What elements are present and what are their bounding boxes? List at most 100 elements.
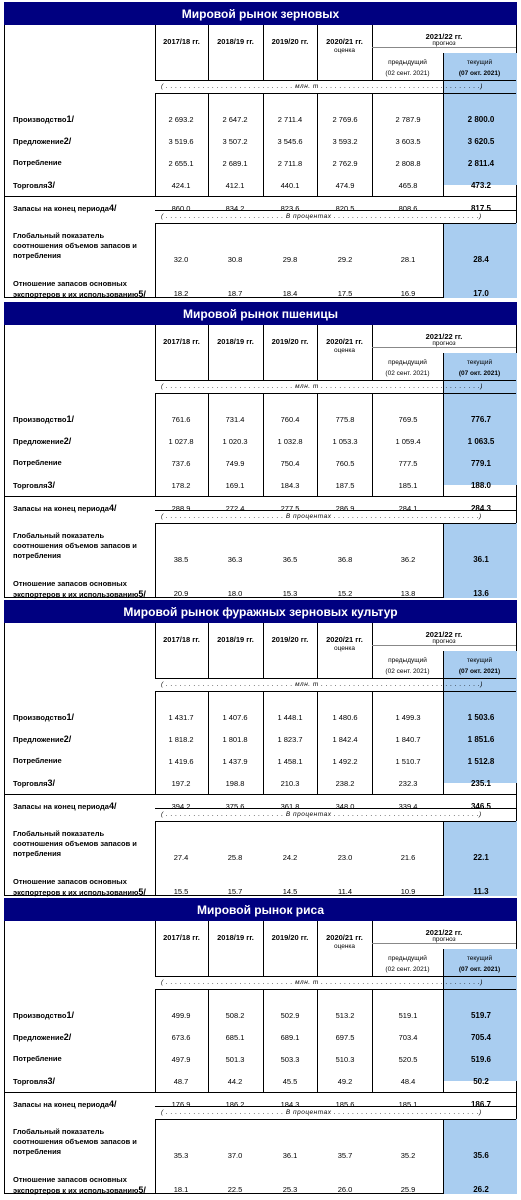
- cell-value: 15.5: [173, 887, 189, 896]
- market-table-block: Мировой рынок зерновых 2017/18 гг. 2018/19…: [4, 2, 517, 299]
- row-label-text: Предложение: [13, 137, 64, 146]
- year-header: 2019/20 гг.: [271, 635, 309, 644]
- row-label: Глобальный показатель соотношения объемо…: [13, 829, 137, 858]
- row-label-text: Потребление: [13, 458, 62, 467]
- cell-value: 188.0: [470, 481, 492, 490]
- row-divider: [155, 523, 516, 524]
- column-divider: [443, 989, 444, 1092]
- cell-value: 2 647.2: [222, 115, 248, 124]
- row-label-text: Производство: [13, 713, 67, 722]
- cell-value: 834.2: [225, 204, 245, 213]
- previous-date: (02 сент. 2021): [385, 966, 430, 973]
- cell-value: 184.3: [280, 481, 300, 490]
- cell-value: 499.9: [171, 1011, 191, 1020]
- forecast-year-header: 2021/22 гг.: [425, 630, 463, 639]
- row-label-text: Предложение: [13, 735, 64, 744]
- cell-value: 25.9: [400, 1185, 416, 1194]
- cell-value: 15.2: [337, 589, 353, 598]
- row-label: Производство1/: [13, 414, 163, 425]
- cell-value: 860.0: [171, 204, 191, 213]
- cell-value: 49.2: [337, 1077, 353, 1086]
- market-table-block: Мировой рынок пшеницы 2017/18 гг. 2018/19 …: [4, 302, 517, 599]
- footnote-ref: 2/: [63, 136, 72, 146]
- previous-label: предыдущий: [388, 359, 427, 366]
- cell-value: 32.0: [173, 255, 189, 264]
- row-label: Предложение2/: [13, 734, 163, 745]
- cell-value: 210.3: [280, 779, 300, 788]
- row-label-text: Потребление: [13, 756, 62, 765]
- row-label: Отношение запасов основных экспортеров к…: [13, 877, 163, 898]
- column-divider: [443, 93, 444, 196]
- row-divider: [155, 93, 516, 94]
- cell-value: 3 507.2: [222, 137, 248, 146]
- footnote-ref: 4/: [108, 801, 117, 811]
- current-label: текущий: [466, 59, 493, 66]
- cell-value: 2 811.4: [467, 159, 495, 168]
- cell-value: 519.7: [470, 1011, 492, 1020]
- row-label: Торговля3/: [13, 778, 163, 789]
- cell-value: 2 689.1: [222, 159, 248, 168]
- unit-percent: ( . . . . . . . . . . . . . . . . . . . …: [161, 213, 482, 220]
- forecast-year-header: 2021/22 гг.: [425, 928, 463, 937]
- current-forecast-highlight: [443, 949, 517, 1081]
- cell-value: 13.6: [473, 589, 489, 598]
- column-divider: [372, 921, 373, 976]
- year-header: 2020/21 гг.: [326, 635, 363, 644]
- column-divider: [208, 325, 209, 380]
- cell-value: 185.1: [398, 481, 418, 490]
- column-divider: [155, 223, 156, 298]
- cell-value: 760.4: [280, 415, 300, 424]
- column-divider: [208, 989, 209, 1092]
- column-divider: [263, 989, 264, 1092]
- footnote-ref: 2/: [63, 436, 72, 446]
- cell-value: 185.1: [398, 1100, 418, 1109]
- cell-value: 1 431.7: [168, 713, 194, 722]
- footnote-ref: 4/: [108, 503, 117, 513]
- row-label-text: Запасы на конец периода: [13, 802, 109, 811]
- cell-value: 186.7: [470, 1100, 492, 1109]
- cell-value: 1 020.3: [222, 437, 248, 446]
- cell-value: 178.2: [171, 481, 191, 490]
- cell-value: 1 840.7: [395, 735, 421, 744]
- row-label: Отношение запасов основных экспортеров к…: [13, 1175, 163, 1196]
- data-table: 2017/18 гг. 2018/19 гг. 2019/20 гг. 2020/21…: [4, 921, 517, 1196]
- column-divider: [317, 393, 318, 496]
- cell-value: 20.9: [173, 589, 189, 598]
- row-label-text: Предложение: [13, 437, 64, 446]
- cell-value: 35.3: [173, 1151, 189, 1160]
- unit-percent: ( . . . . . . . . . . . . . . . . . . . …: [161, 811, 482, 818]
- cell-value: 35.7: [337, 1151, 353, 1160]
- cell-value: 1 063.5: [467, 437, 495, 446]
- row-label-text: Предложение: [13, 1033, 64, 1042]
- cell-value: 1 448.1: [277, 713, 303, 722]
- row-label: Глобальный показатель соотношения объемо…: [13, 531, 137, 560]
- footnote-ref: 4/: [108, 203, 117, 213]
- cell-value: 685.1: [225, 1033, 245, 1042]
- cell-value: 16.9: [400, 289, 416, 298]
- cell-value: 25.3: [282, 1185, 298, 1194]
- column-divider: [372, 989, 373, 1092]
- cell-value: 497.9: [171, 1055, 191, 1064]
- cell-value: 689.1: [280, 1033, 300, 1042]
- cell-value: 1 492.2: [332, 757, 358, 766]
- market-table-block: Мировой рынок фуражных зерновых культур 2…: [4, 600, 517, 898]
- row-divider: [155, 80, 516, 81]
- cell-value: 18.2: [173, 289, 189, 298]
- cell-value: 35.2: [400, 1151, 416, 1160]
- row-label-text: Отношение запасов основных экспортеров к…: [13, 877, 139, 897]
- row-label-text: Производство: [13, 415, 67, 424]
- market-table-block: Мировой рынок риса 2017/18 гг. 2018/19 гг.…: [4, 898, 517, 1196]
- row-label: Торговля3/: [13, 480, 163, 491]
- cell-value: 286.9: [335, 504, 355, 513]
- cell-value: 36.3: [227, 555, 243, 564]
- column-divider: [263, 393, 264, 496]
- row-divider: [5, 794, 516, 795]
- cell-value: 705.4: [470, 1033, 492, 1042]
- cell-value: 2 808.8: [395, 159, 421, 168]
- previous-date: (02 сент. 2021): [385, 70, 430, 77]
- cell-value: 519.1: [398, 1011, 418, 1020]
- cell-value: 184.3: [280, 1100, 300, 1109]
- column-divider: [443, 651, 444, 678]
- cell-value: 697.5: [335, 1033, 355, 1042]
- cell-value: 3 620.5: [467, 137, 495, 146]
